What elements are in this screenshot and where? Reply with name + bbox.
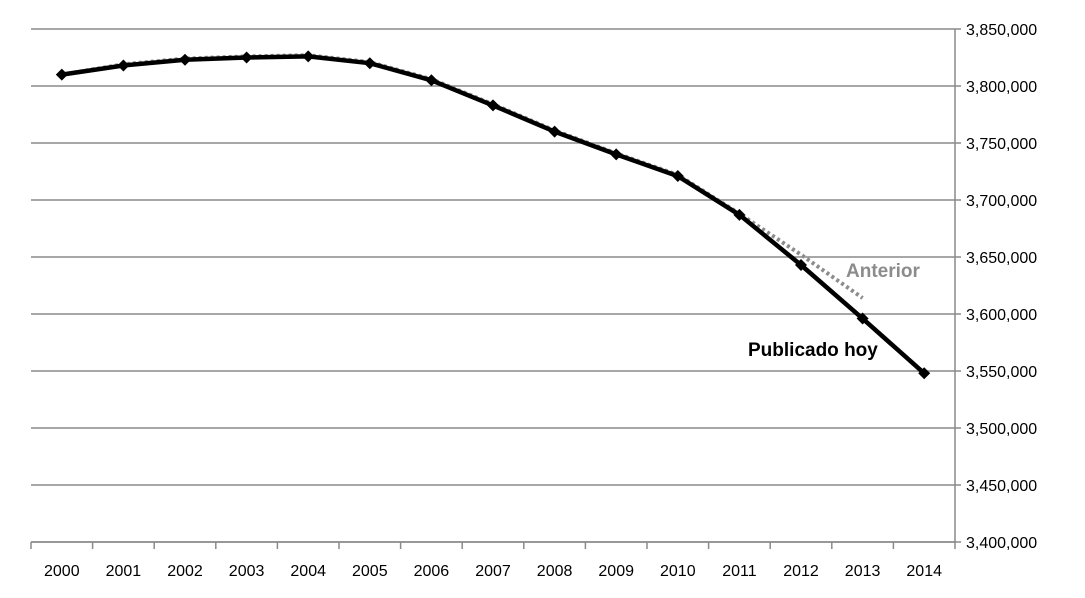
x-tick-label-1: 2001 <box>106 563 142 580</box>
y-tick-label-3: 3,550,000 <box>966 364 1037 381</box>
data-point-publicado-hoy-2000 <box>55 68 68 81</box>
data-point-publicado-hoy-2008 <box>548 125 561 138</box>
x-tick-label-10: 2010 <box>660 563 696 580</box>
x-tick-label-13: 2013 <box>845 563 881 580</box>
x-tick-label-14: 2014 <box>906 563 942 580</box>
x-tick-label-5: 2005 <box>352 563 388 580</box>
y-tick-label-5: 3,650,000 <box>966 250 1037 267</box>
annotation-anterior: Anterior <box>846 261 921 282</box>
data-point-publicado-hoy-2010 <box>671 170 684 183</box>
y-tick-label-8: 3,800,000 <box>966 79 1037 96</box>
data-point-publicado-hoy-2006 <box>425 74 438 87</box>
y-tick-label-1: 3,450,000 <box>966 478 1037 495</box>
annotation-publicado-hoy: Publicado hoy <box>748 340 878 361</box>
data-point-publicado-hoy-2001 <box>117 59 130 72</box>
x-tick-label-6: 2006 <box>414 563 450 580</box>
data-point-publicado-hoy-2007 <box>487 99 499 112</box>
data-point-publicado-hoy-2013 <box>856 312 869 325</box>
x-tick-label-3: 2003 <box>229 563 265 580</box>
data-point-publicado-hoy-2004 <box>302 50 315 63</box>
data-point-publicado-hoy-2012 <box>795 258 807 271</box>
x-tick-label-2: 2002 <box>167 563 203 580</box>
data-point-publicado-hoy-2011 <box>733 208 746 221</box>
gridlines <box>31 28 961 543</box>
x-tick-label-9: 2009 <box>598 563 634 580</box>
y-tick-label-7: 3,750,000 <box>966 136 1037 153</box>
x-tick-label-7: 2007 <box>475 563 511 580</box>
y-tick-label-2: 3,500,000 <box>966 421 1037 438</box>
series-group <box>55 50 931 380</box>
data-point-publicado-hoy-2014 <box>918 367 931 380</box>
axes <box>30 29 956 549</box>
y-tick-label-9: 3,850,000 <box>966 22 1037 39</box>
data-point-publicado-hoy-2009 <box>610 148 623 161</box>
y-tick-label-0: 3,400,000 <box>966 535 1037 552</box>
x-axis-tick-labels: 2000 2001 2002 2003 2004 2005 2006 2007 2008 2009… <box>44 563 942 580</box>
x-tick-label-12: 2012 <box>783 563 819 580</box>
y-tick-label-6: 3,700,000 <box>966 193 1037 210</box>
y-axis-tick-labels: 3,400,000 3,450,000 3,500,000 3,550,000 3,60… <box>966 22 1037 552</box>
x-tick-label-0: 2000 <box>44 563 80 580</box>
data-point-publicado-hoy-2005 <box>363 57 376 70</box>
x-tick-label-4: 2004 <box>290 563 326 580</box>
x-tick-label-8: 2008 <box>537 563 573 580</box>
y-tick-label-4: 3,600,000 <box>966 307 1037 324</box>
data-point-publicado-hoy-2002 <box>179 53 191 66</box>
data-point-publicado-hoy-2003 <box>240 51 253 64</box>
x-tick-label-11: 2011 <box>722 563 757 580</box>
